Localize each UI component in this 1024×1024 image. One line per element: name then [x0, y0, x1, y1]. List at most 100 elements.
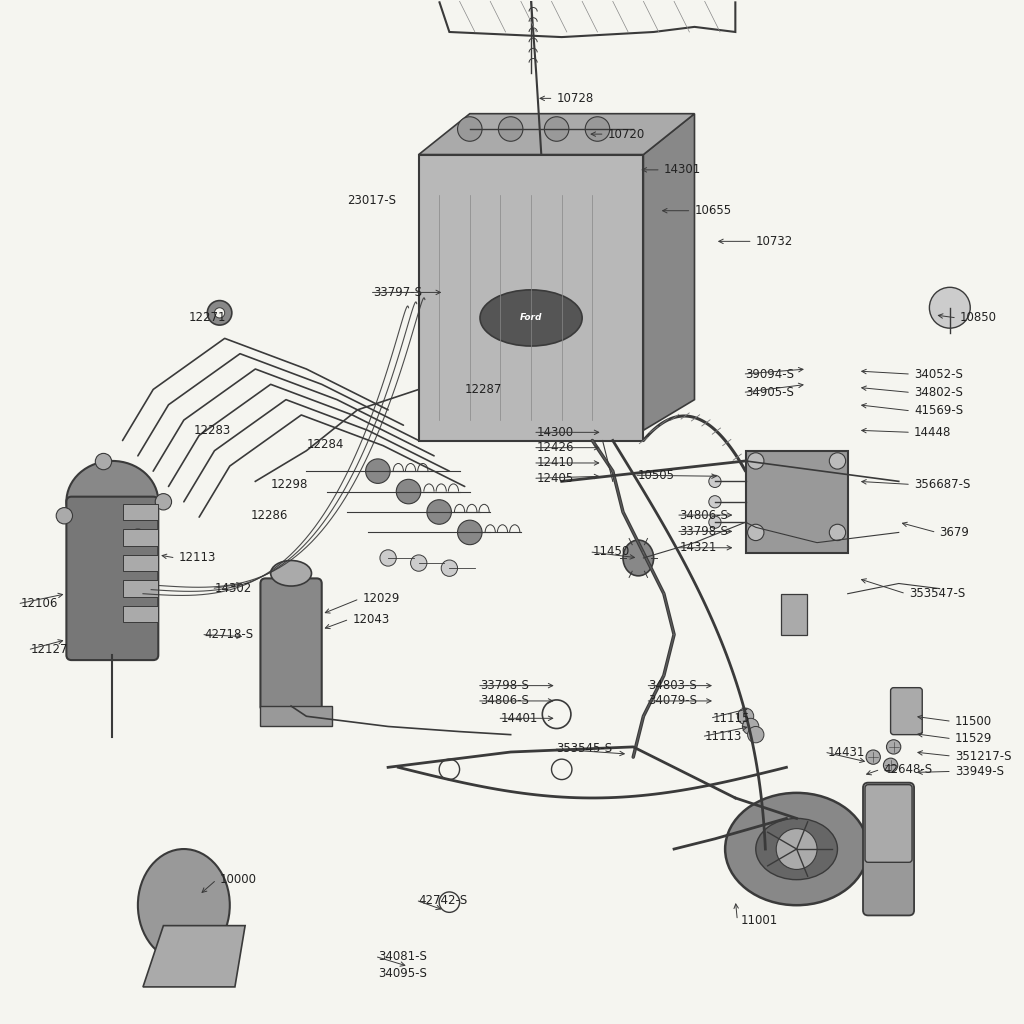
Text: 12113: 12113 — [179, 552, 216, 564]
Text: 34905-S: 34905-S — [745, 386, 795, 399]
Circle shape — [887, 739, 901, 754]
Text: 356687-S: 356687-S — [914, 478, 971, 490]
Text: 14301: 14301 — [664, 164, 701, 176]
Circle shape — [214, 308, 224, 317]
Circle shape — [709, 496, 721, 508]
Ellipse shape — [725, 793, 868, 905]
Circle shape — [776, 828, 817, 869]
Circle shape — [930, 288, 971, 328]
FancyBboxPatch shape — [123, 504, 159, 520]
Text: 34079-S: 34079-S — [648, 694, 697, 708]
Circle shape — [709, 475, 721, 487]
Circle shape — [380, 550, 396, 566]
FancyBboxPatch shape — [123, 606, 159, 623]
Text: 11450: 11450 — [592, 546, 630, 558]
Text: 34802-S: 34802-S — [914, 386, 963, 399]
Circle shape — [207, 301, 231, 325]
Text: 10728: 10728 — [557, 92, 594, 104]
Text: 39094-S: 39094-S — [745, 368, 795, 381]
Circle shape — [742, 718, 759, 734]
Text: 11529: 11529 — [955, 732, 992, 745]
Text: 11500: 11500 — [955, 715, 992, 728]
Text: 353545-S: 353545-S — [557, 742, 612, 756]
Circle shape — [829, 524, 846, 541]
Text: 12271: 12271 — [189, 311, 226, 325]
Text: 11001: 11001 — [740, 914, 777, 927]
Text: 14431: 14431 — [827, 745, 864, 759]
FancyBboxPatch shape — [781, 594, 807, 635]
FancyBboxPatch shape — [260, 579, 322, 711]
Text: 12043: 12043 — [352, 612, 389, 626]
Polygon shape — [260, 707, 332, 726]
Text: Ford: Ford — [520, 313, 543, 323]
Text: 10732: 10732 — [756, 234, 793, 248]
Circle shape — [545, 117, 569, 141]
Circle shape — [829, 453, 846, 469]
Text: 12286: 12286 — [250, 509, 288, 521]
Circle shape — [396, 479, 421, 504]
FancyBboxPatch shape — [419, 155, 643, 440]
FancyBboxPatch shape — [863, 782, 914, 915]
Text: 351217-S: 351217-S — [955, 750, 1012, 763]
Ellipse shape — [270, 560, 311, 586]
Text: 33798-S: 33798-S — [679, 525, 728, 538]
Text: 14401: 14401 — [501, 712, 538, 725]
Circle shape — [458, 117, 482, 141]
Text: 33797-S: 33797-S — [373, 286, 422, 299]
Text: 10655: 10655 — [694, 204, 731, 217]
Circle shape — [130, 529, 146, 546]
Ellipse shape — [623, 540, 653, 575]
Circle shape — [499, 117, 523, 141]
Circle shape — [748, 726, 764, 742]
Text: 12106: 12106 — [20, 597, 57, 610]
Text: 10850: 10850 — [961, 311, 997, 325]
Ellipse shape — [480, 290, 583, 346]
Text: 33949-S: 33949-S — [955, 765, 1004, 778]
Text: 11113: 11113 — [705, 730, 742, 743]
Text: 34806-S: 34806-S — [679, 509, 728, 521]
FancyBboxPatch shape — [67, 497, 159, 660]
Circle shape — [95, 454, 112, 470]
Circle shape — [866, 750, 881, 764]
Circle shape — [366, 459, 390, 483]
Text: 14448: 14448 — [914, 426, 951, 439]
Text: 42648-S: 42648-S — [884, 763, 933, 776]
Text: 353547-S: 353547-S — [909, 587, 966, 600]
Text: 12405: 12405 — [537, 472, 573, 484]
Text: 34806-S: 34806-S — [480, 694, 528, 708]
Circle shape — [737, 708, 754, 724]
FancyBboxPatch shape — [123, 529, 159, 546]
Polygon shape — [419, 114, 694, 155]
Circle shape — [427, 500, 452, 524]
Circle shape — [884, 758, 898, 772]
Polygon shape — [643, 114, 694, 430]
Text: 12426: 12426 — [537, 441, 573, 455]
Circle shape — [709, 516, 721, 528]
Text: 10000: 10000 — [219, 873, 257, 886]
Ellipse shape — [138, 849, 229, 962]
Text: 34081-S: 34081-S — [378, 950, 427, 963]
Ellipse shape — [67, 461, 159, 543]
Polygon shape — [143, 926, 245, 987]
Circle shape — [748, 453, 764, 469]
Circle shape — [156, 494, 172, 510]
Text: 42742-S: 42742-S — [419, 894, 468, 906]
Text: 12287: 12287 — [465, 383, 502, 396]
Text: 12127: 12127 — [31, 643, 69, 656]
Text: 11115: 11115 — [713, 712, 751, 725]
FancyBboxPatch shape — [123, 581, 159, 597]
Text: 12283: 12283 — [195, 424, 231, 437]
Text: 42718-S: 42718-S — [204, 628, 253, 641]
Text: 12029: 12029 — [362, 592, 400, 605]
Text: 12298: 12298 — [270, 478, 308, 490]
FancyBboxPatch shape — [891, 688, 923, 734]
Circle shape — [441, 560, 458, 577]
Circle shape — [458, 520, 482, 545]
Ellipse shape — [756, 818, 838, 880]
Text: 14300: 14300 — [537, 426, 573, 439]
Text: 41569-S: 41569-S — [914, 404, 964, 418]
Text: 34803-S: 34803-S — [648, 679, 697, 692]
FancyBboxPatch shape — [865, 784, 912, 862]
Text: 10720: 10720 — [607, 128, 645, 140]
Circle shape — [411, 555, 427, 571]
